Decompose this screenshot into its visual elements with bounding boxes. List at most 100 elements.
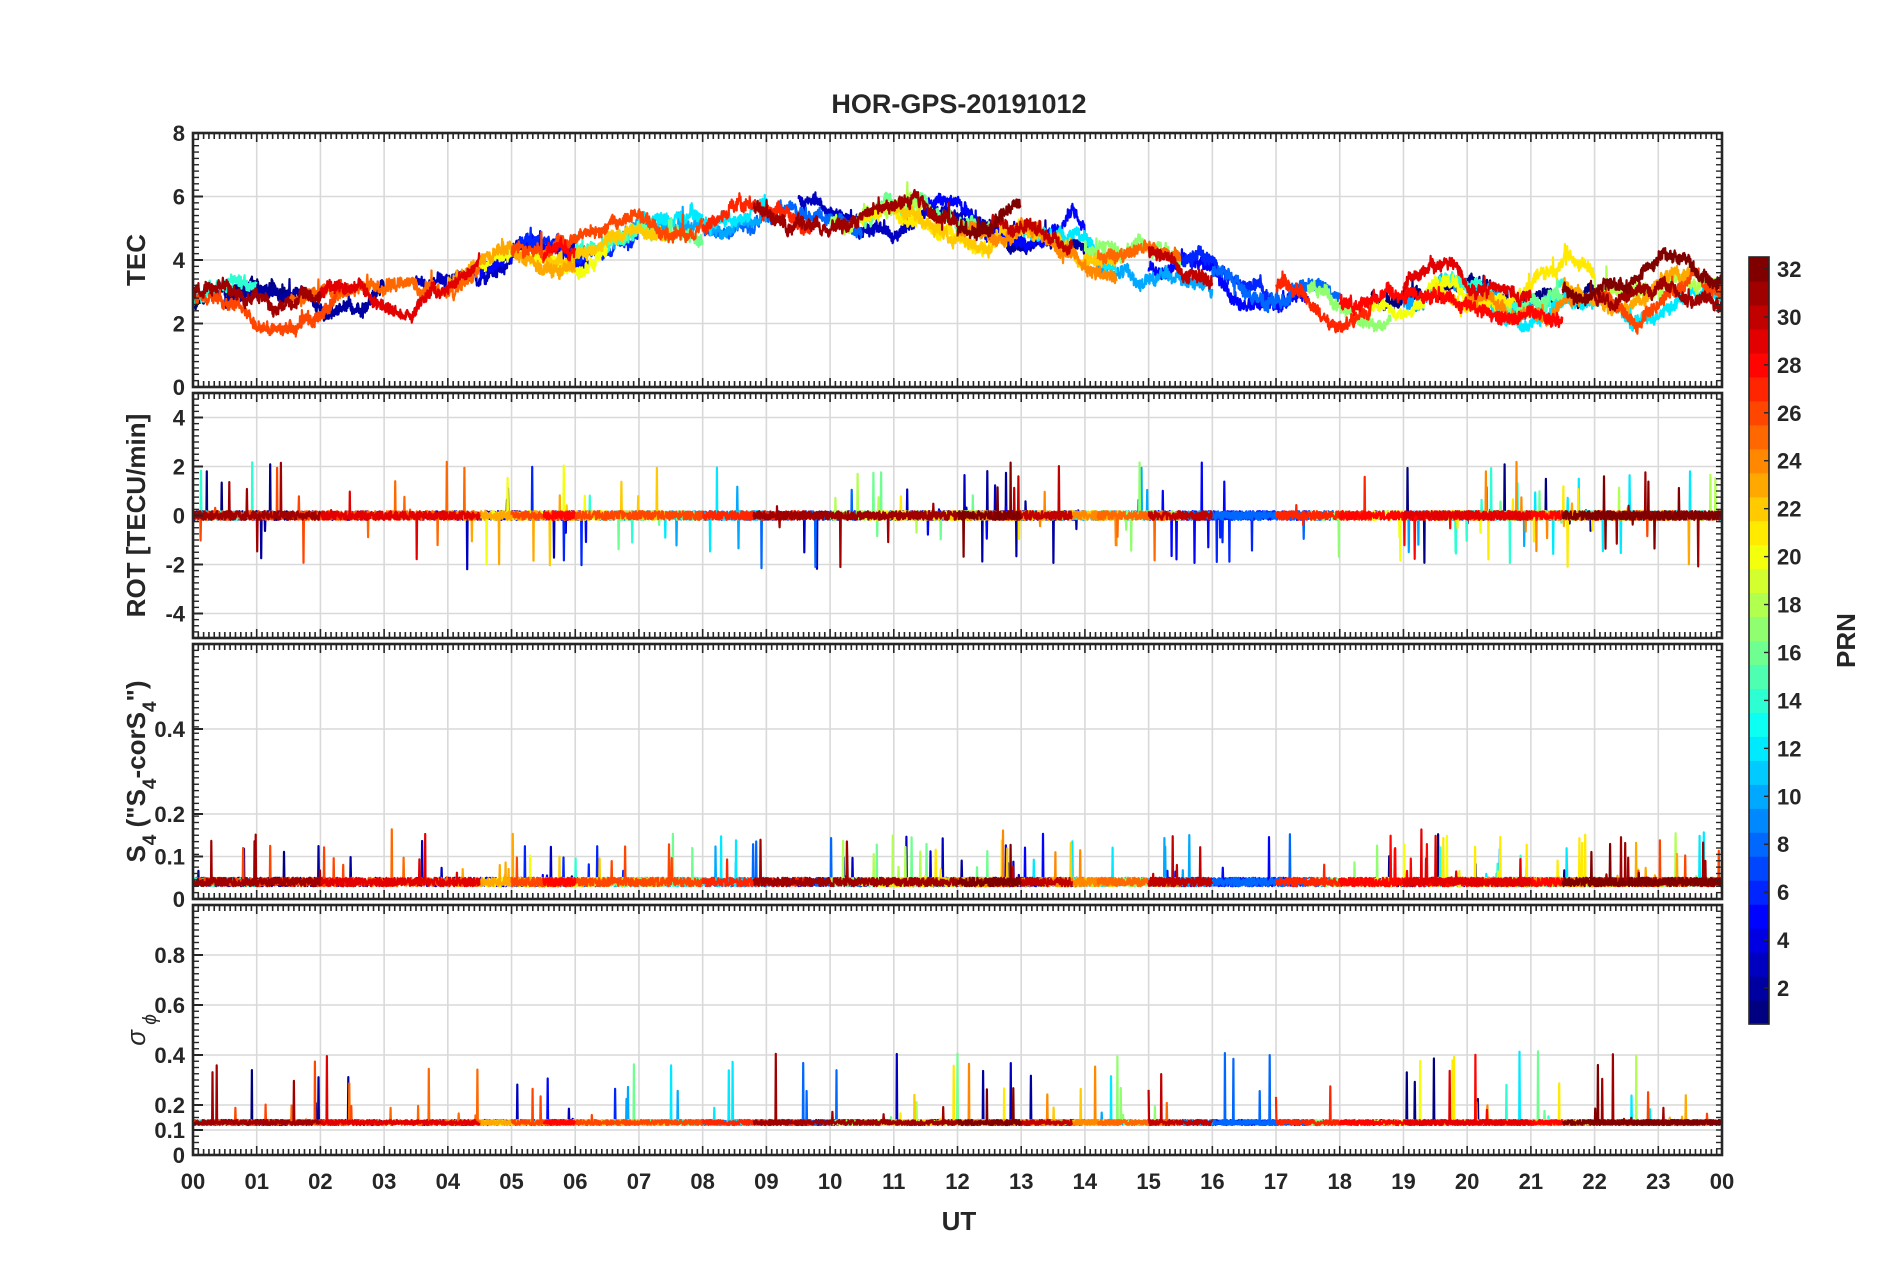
series-line-prn-28 — [542, 510, 576, 522]
colorbar-swatch — [1749, 952, 1769, 977]
series-line-prn-17 — [1306, 280, 1392, 333]
y-tick-label: 0.1 — [154, 845, 185, 870]
colorbar-swatch — [1749, 352, 1769, 378]
tick-marks — [192, 132, 1723, 388]
x-tick-label: 11 — [882, 1169, 905, 1194]
colorbar-swatch — [1749, 424, 1769, 450]
colorbar-tick-label: 14 — [1777, 688, 1802, 713]
y-tick-label: 6 — [173, 185, 185, 210]
series-line-prn-32 — [1561, 247, 1722, 307]
y-axis-label-tec: TEC — [121, 234, 151, 286]
colorbar-swatch — [1749, 568, 1769, 594]
colorbar-tick-label: 28 — [1777, 353, 1801, 378]
series-line-prn-31 — [752, 188, 959, 238]
series-line-prn-29 — [319, 490, 481, 561]
colorbar-swatch — [1749, 592, 1769, 618]
y-axis-label-s4: S4 ("S4-corS4") — [121, 680, 161, 862]
x-tick-label: 12 — [945, 1169, 969, 1194]
y-tick-label: 0.2 — [154, 802, 185, 827]
y-axis-label-part: TEC — [121, 234, 151, 286]
y-tick-label: 0.6 — [154, 993, 185, 1018]
series-line-prn-30 — [1147, 510, 1213, 522]
chart-title: HOR-GPS-20191012 — [831, 89, 1086, 119]
series-line-prn-31 — [193, 833, 322, 888]
x-tick-label: 19 — [1391, 1169, 1415, 1194]
x-tick-label: 00 — [1710, 1169, 1734, 1194]
x-tick-label: 17 — [1264, 1169, 1288, 1194]
colorbar-swatch — [1749, 640, 1769, 666]
y-tick-label: 0.4 — [154, 1043, 185, 1068]
series-line-prn-25 — [1096, 239, 1182, 265]
series-lines — [193, 828, 1722, 888]
colorbar-swatch — [1749, 496, 1769, 522]
colorbar-label: PRN — [1831, 613, 1861, 668]
colorbar-tick-label: 20 — [1777, 545, 1801, 570]
series-line-prn-29 — [319, 252, 481, 324]
series-line-prn-30 — [1147, 245, 1214, 290]
y-axis-label-part: ") — [121, 680, 151, 701]
y-tick-label: -4 — [165, 602, 185, 627]
series-line-prn-26 — [193, 278, 354, 338]
series-line-prn-28 — [542, 876, 577, 888]
series-line-prn-25 — [1096, 1101, 1182, 1127]
colorbar-swatch — [1749, 976, 1769, 1001]
colorbar-swatch — [1749, 520, 1769, 546]
series-line-prn-30 — [1147, 1072, 1214, 1127]
series-line-prn-28 — [542, 1118, 577, 1126]
y-tick-label: 0 — [173, 887, 185, 912]
colorbar-tick-label: 26 — [1777, 401, 1801, 426]
series-line-prn-30 — [1147, 835, 1214, 888]
x-tick-label: 16 — [1200, 1169, 1224, 1194]
colorbar-tick-label: 24 — [1777, 449, 1802, 474]
x-tick-label: 18 — [1328, 1169, 1352, 1194]
y-tick-label: 0 — [173, 375, 185, 400]
series-line-prn-29 — [1402, 510, 1532, 522]
tick-marks — [192, 392, 1723, 639]
panel-tec: 0 2 4 6 8 TEC — [121, 121, 1724, 400]
series-line-prn-32 — [1561, 842, 1722, 888]
series-line-prn-28 — [542, 236, 577, 262]
y-tick-label: 2 — [173, 455, 185, 480]
x-tick-label: 00 — [181, 1169, 205, 1194]
series-line-prn-27 — [1275, 270, 1373, 334]
colorbar-swatch — [1749, 736, 1769, 761]
x-tick-label: 02 — [308, 1169, 332, 1194]
series-line-prn-31 — [193, 276, 322, 318]
y-axis-label-part: ("S — [121, 789, 151, 835]
colorbar-swatch — [1749, 544, 1769, 570]
x-tick-label: 01 — [244, 1169, 268, 1194]
x-tick-label: 23 — [1646, 1169, 1670, 1194]
series-line-prn-29 — [1402, 1069, 1532, 1127]
colorbar-tick-label: 12 — [1777, 736, 1801, 761]
series-line-prn-8 — [1211, 264, 1341, 314]
y-axis-label-part: ϕ — [140, 1014, 161, 1030]
y-axis-label-part: -corS — [121, 712, 151, 778]
y-tick-label: 0.8 — [154, 943, 185, 968]
colorbar-swatch — [1749, 448, 1769, 474]
series-lines — [193, 181, 1722, 338]
y-axis-label-part: 4 — [140, 834, 161, 845]
colorbar-swatch — [1749, 856, 1769, 881]
colorbar-swatch — [1749, 688, 1769, 714]
series-line-prn-32 — [1561, 475, 1722, 550]
y-axis-label-part: S — [121, 845, 151, 862]
x-tick-label: 13 — [1009, 1169, 1033, 1194]
y-tick-label: -2 — [165, 553, 185, 578]
x-tick-label: 05 — [499, 1169, 523, 1194]
x-tick-label: 15 — [1136, 1169, 1160, 1194]
colorbar-swatch — [1749, 376, 1769, 402]
x-tick-label: 10 — [818, 1169, 842, 1194]
series-lines — [193, 1050, 1722, 1127]
series-line-prn-25 — [1096, 876, 1182, 888]
x-tick-label: 06 — [563, 1169, 587, 1194]
y-tick-label: 8 — [173, 121, 185, 146]
y-axis-label-rot: ROT [TECU/min] — [121, 414, 151, 618]
series-line-prn-32 — [956, 461, 1023, 558]
y-axis-label-part: 4 — [140, 778, 161, 789]
x-tick-label: 20 — [1455, 1169, 1479, 1194]
x-tick-label: 08 — [690, 1169, 714, 1194]
colorbar-swatch — [1749, 880, 1769, 905]
